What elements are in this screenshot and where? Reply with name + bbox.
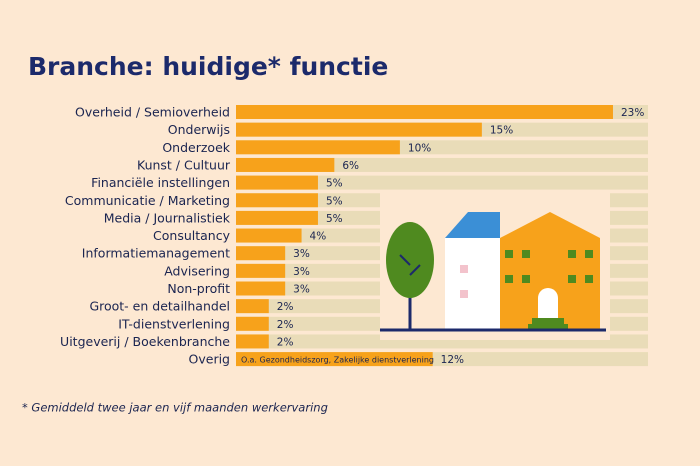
door bbox=[538, 288, 558, 318]
window bbox=[568, 250, 576, 258]
value-label: 5% bbox=[326, 213, 343, 225]
bar bbox=[236, 246, 286, 261]
category-label: Advisering bbox=[164, 263, 230, 278]
category-label: Overheid / Semioverheid bbox=[75, 105, 230, 120]
bar-track bbox=[236, 157, 648, 172]
value-label: 3% bbox=[293, 284, 310, 296]
bar bbox=[236, 157, 335, 172]
value-label: 23% bbox=[621, 107, 644, 119]
window bbox=[585, 275, 593, 283]
category-label: Onderzoek bbox=[162, 140, 230, 155]
steps bbox=[532, 318, 564, 324]
value-label: 2% bbox=[277, 336, 294, 348]
value-label: 3% bbox=[293, 248, 310, 260]
value-label: 5% bbox=[326, 195, 343, 207]
window bbox=[568, 275, 576, 283]
window bbox=[505, 250, 513, 258]
value-label: 12% bbox=[441, 354, 464, 366]
illustration bbox=[380, 190, 610, 340]
bar bbox=[236, 140, 400, 155]
value-label: 5% bbox=[326, 178, 343, 190]
window bbox=[460, 265, 468, 273]
house-front bbox=[500, 212, 600, 330]
value-label: 15% bbox=[490, 125, 513, 137]
house-side bbox=[445, 238, 500, 330]
category-label: Kunst / Cultuur bbox=[137, 157, 231, 172]
window bbox=[585, 250, 593, 258]
chart-title: Branche: huidige* functie bbox=[28, 52, 388, 81]
tree-crown bbox=[386, 222, 434, 298]
value-label: 4% bbox=[310, 231, 327, 243]
value-label: 6% bbox=[342, 160, 359, 172]
bar-track bbox=[236, 175, 648, 190]
bar bbox=[236, 228, 302, 243]
bar bbox=[236, 105, 613, 119]
bar bbox=[236, 175, 318, 190]
category-label: Groot- en detailhandel bbox=[89, 299, 230, 314]
window bbox=[460, 290, 468, 298]
category-label: Uitgeverij / Boekenbranche bbox=[60, 334, 230, 349]
bar bbox=[236, 281, 286, 296]
value-label: 10% bbox=[408, 142, 431, 154]
category-label: Consultancy bbox=[153, 228, 231, 243]
category-label: Communicatie / Marketing bbox=[65, 193, 230, 208]
bar bbox=[236, 122, 482, 137]
tree-branch bbox=[399, 254, 411, 266]
footnote: * Gemiddeld twee jaar en vijf maanden we… bbox=[22, 401, 328, 415]
bar bbox=[236, 334, 269, 349]
value-label: 2% bbox=[277, 319, 294, 331]
steps bbox=[528, 324, 568, 330]
value-label: 3% bbox=[293, 266, 310, 278]
category-label: Overig bbox=[189, 352, 230, 367]
bar bbox=[236, 210, 318, 225]
category-label: Media / Journalistiek bbox=[104, 210, 231, 225]
window bbox=[522, 250, 530, 258]
window bbox=[522, 275, 530, 283]
category-label: Financiële instellingen bbox=[91, 175, 230, 190]
bar-annotation: O.a. Gezondheidszorg, Zakelijke dienstve… bbox=[241, 356, 434, 365]
category-label: Non-profit bbox=[167, 281, 230, 296]
bar bbox=[236, 316, 269, 331]
category-label: IT-dienstverlening bbox=[118, 316, 230, 331]
window bbox=[505, 275, 513, 283]
category-label: Onderwijs bbox=[168, 122, 230, 137]
tree-branch bbox=[409, 264, 421, 276]
category-label: Informatiemanagement bbox=[82, 246, 230, 261]
bar bbox=[236, 263, 286, 278]
value-label: 2% bbox=[277, 301, 294, 313]
bar bbox=[236, 193, 318, 208]
bar bbox=[236, 299, 269, 314]
roof bbox=[445, 212, 500, 238]
bar bbox=[236, 352, 433, 367]
